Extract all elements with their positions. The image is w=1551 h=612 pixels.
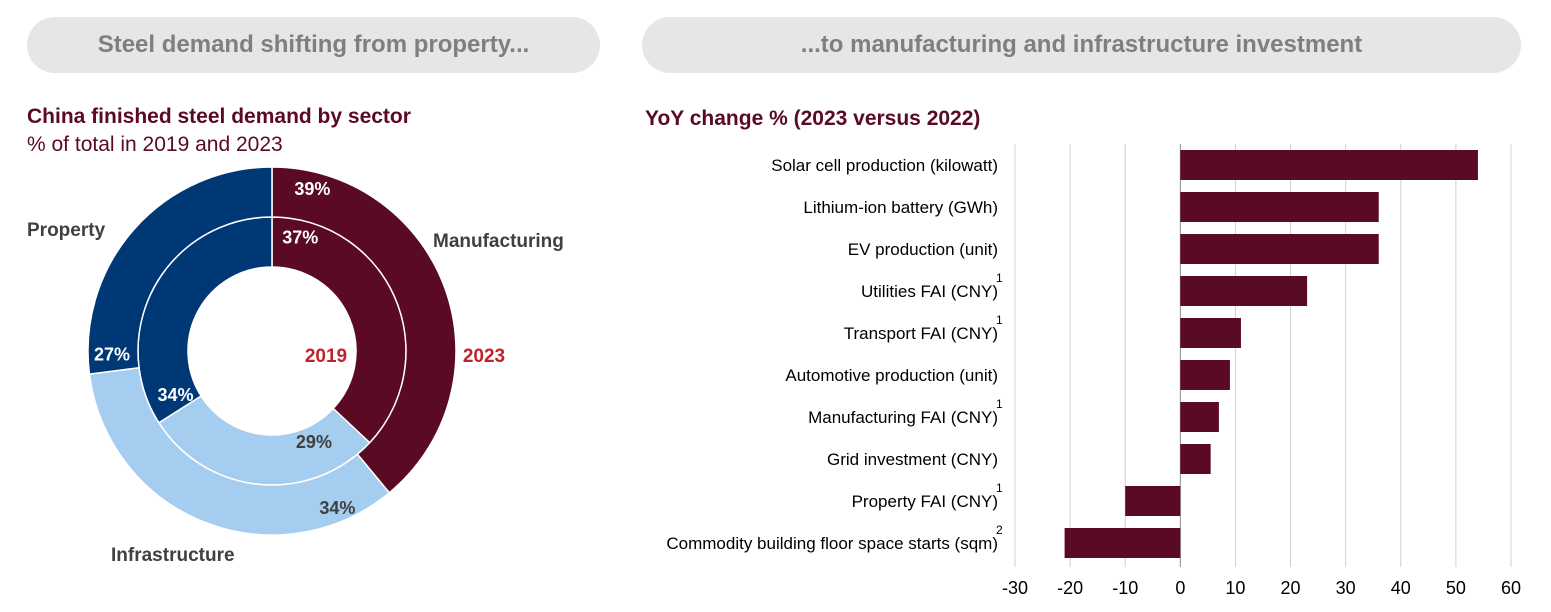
bar-category-label-lithium-ion-battery-gwh: Lithium-ion battery (GWh) [803,198,998,217]
left-section-header-text: Steel demand shifting from property... [97,31,530,58]
bar-ev-production-unit [1180,234,1379,264]
donut-year-label-inner: 2019 [305,346,347,367]
donut-label-2019-manufacturing: 37% [282,227,318,247]
bar-utilities-fai-cny [1180,276,1308,306]
donut-slice-2023-manufacturing [271,166,457,494]
bar-x-tick-20: 20 [1281,578,1301,598]
donut-label-2023-property: 27% [94,344,130,364]
bar-x-tick-30: 30 [1336,578,1356,598]
bar-category-label-commodity-building-floor-space-starts-sqm: Commodity building floor space starts (s… [666,534,998,553]
bar-grid-investment-cny [1180,444,1211,474]
bar-chart: -30 -20 -10 0 10 20 30 40 50 60 Solar cell product… [666,144,1521,598]
donut-label-2019-property: 34% [157,385,193,405]
bar-x-tick-0: 0 [1175,578,1185,598]
bar-solar-cell-production-kilowatt [1180,150,1478,180]
bar-x-tick-10: -10 [1112,578,1138,598]
bar-automotive-production-unit [1180,360,1230,390]
bar-x-tick-40: 40 [1391,578,1411,598]
bar-x-tick-50: 50 [1446,578,1466,598]
bar-chart-title: YoY change % (2023 versus 2022) [645,107,981,130]
right-section-header-text: ...to manufacturing and infrastructure i… [800,31,1363,58]
bar-lithium-ion-battery-gwh [1180,192,1379,222]
right-section-header: ...to manufacturing and infrastructure i… [642,17,1521,73]
bar-footnote-utilities-fai-cny: 1 [996,271,1003,285]
bar-x-tick-10: 10 [1225,578,1245,598]
bar-category-label-ev-production-unit: EV production (unit) [848,240,998,259]
donut-year-label-outer: 2023 [463,346,505,367]
bar-category-label-solar-cell-production-kilowatt: Solar cell production (kilowatt) [771,156,998,175]
bar-category-label-grid-investment-cny: Grid investment (CNY) [827,450,998,469]
bar-x-tick-30: -30 [1002,578,1028,598]
donut-sector-label-property: Property [27,220,106,241]
left-section-header: Steel demand shifting from property... [27,17,600,73]
bar-category-label-property-fai-cny: Property FAI (CNY) [852,492,998,511]
donut-chart-subtitle: % of total in 2019 and 2023 [27,133,283,156]
bar-category-label-transport-fai-cny: Transport FAI (CNY) [844,324,998,343]
donut-chart: 37% 29% 34% 39% 34% 27% 2019 2023 Manufacturing I… [27,166,564,566]
donut-label-2019-infrastructure: 29% [296,432,332,452]
donut-sector-label-manufacturing: Manufacturing [433,231,564,252]
donut-label-2023-manufacturing: 39% [294,179,330,199]
donut-label-2023-infrastructure: 34% [319,498,355,518]
bar-category-label-utilities-fai-cny: Utilities FAI (CNY) [861,282,998,301]
bar-footnote-transport-fai-cny: 1 [996,313,1003,327]
bar-category-label-manufacturing-fai-cny: Manufacturing FAI (CNY) [808,408,998,427]
bar-commodity-building-floor-space-starts-sqm [1064,528,1181,558]
bar-category-label-automotive-production-unit: Automotive production (unit) [785,366,998,385]
donut-sector-label-infrastructure: Infrastructure [111,545,235,566]
donut-chart-title: China finished steel demand by sector [27,105,411,128]
bar-footnote-manufacturing-fai-cny: 1 [996,397,1003,411]
bar-footnote-commodity-building-floor-space-starts-sqm: 2 [996,523,1003,537]
bar-transport-fai-cny [1180,318,1241,348]
bar-x-tick-20: -20 [1057,578,1083,598]
donut-slice-2023-property [87,166,273,375]
bar-footnote-property-fai-cny: 1 [996,481,1003,495]
bar-property-fai-cny [1125,486,1181,516]
donut-slice-2023-infrastructure [88,366,391,536]
bar-manufacturing-fai-cny [1180,402,1219,432]
bar-x-tick-60: 60 [1501,578,1521,598]
